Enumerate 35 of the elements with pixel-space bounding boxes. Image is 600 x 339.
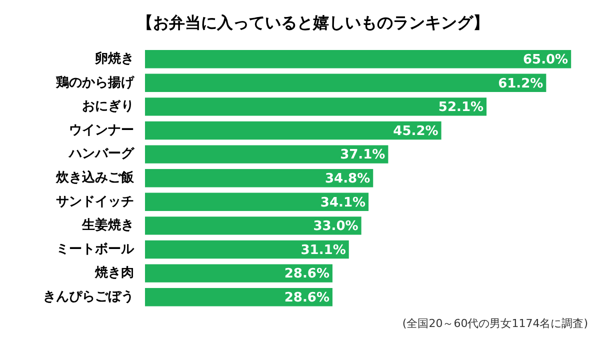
y-tick-label: きんぴらごぼう — [43, 289, 134, 304]
bar — [145, 121, 442, 140]
bar — [145, 74, 546, 92]
bar — [145, 192, 369, 211]
data-label: 34.1% — [320, 195, 366, 210]
data-label: 37.1% — [340, 148, 386, 163]
data-label: 28.6% — [284, 266, 330, 282]
y-tick-label: ハンバーグ — [68, 146, 135, 162]
y-tick-label: ウインナー — [69, 122, 134, 138]
y-tick-label: ミートボール — [56, 242, 135, 257]
data-label: 34.8% — [325, 171, 370, 186]
bar — [145, 240, 349, 259]
y-tick-label: サンドイッチ — [56, 194, 134, 210]
bar — [145, 288, 332, 306]
bar — [145, 145, 388, 164]
y-tick-label: 炊き込みご飯 — [55, 169, 135, 186]
y-tick-label: 卵焼き — [94, 50, 134, 66]
data-label: 65.0% — [522, 52, 568, 68]
data-label: 52.1% — [438, 100, 484, 116]
bar — [145, 98, 487, 116]
bar — [145, 216, 362, 235]
bar — [145, 169, 374, 188]
data-label: 28.6% — [284, 290, 330, 306]
bar — [145, 264, 332, 282]
y-tick-label: おにぎり — [82, 99, 134, 114]
text: (全国20～60代の男女1174名に調査) — [402, 316, 588, 331]
data-label: 33.0% — [313, 219, 358, 234]
y-tick-label: 鶏のから揚げ — [55, 75, 135, 90]
data-label: 31.1% — [300, 242, 346, 258]
y-tick-label: 生姜焼き — [81, 217, 134, 234]
y-tick-label: 焼き肉 — [94, 266, 134, 281]
data-label: 61.2% — [498, 76, 544, 92]
chart-title: 【お弁当に入っていると嬉しいものランキング】 — [137, 12, 489, 32]
bar — [145, 50, 572, 68]
data-label: 45.2% — [393, 124, 438, 139]
